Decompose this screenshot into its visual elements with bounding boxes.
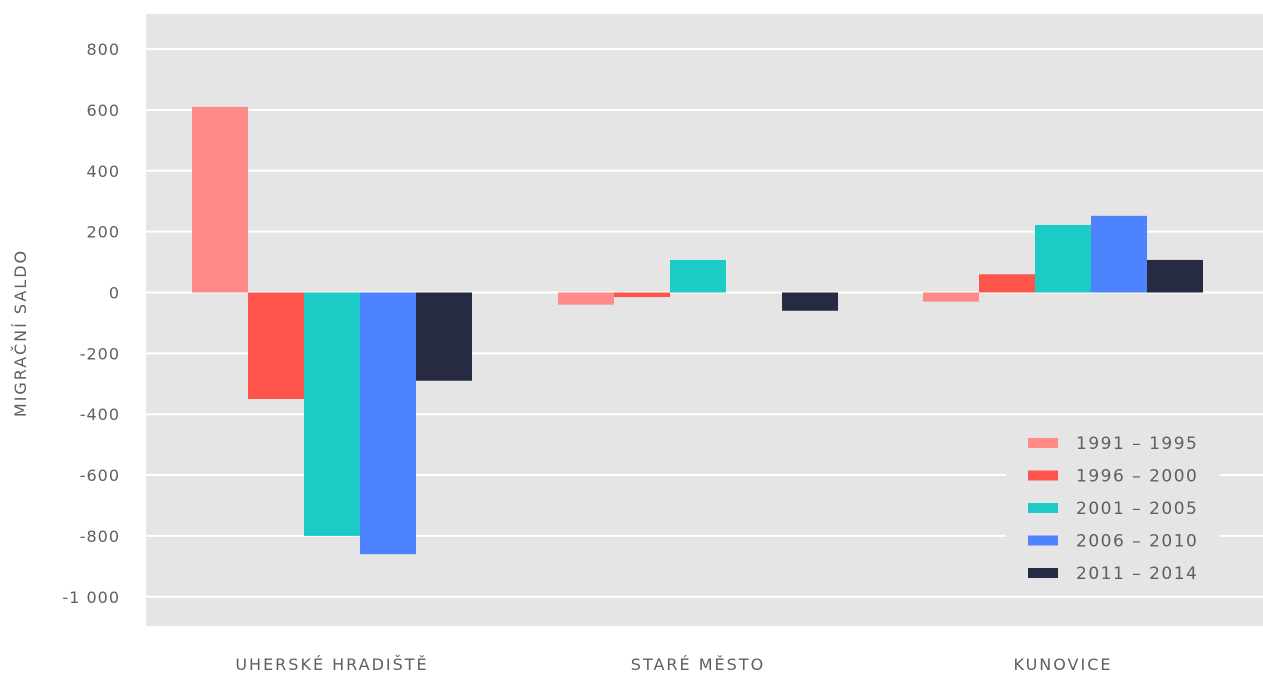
y-tick-label: -1 000 (62, 588, 120, 607)
legend-swatch (1028, 470, 1058, 481)
bar (192, 106, 248, 293)
bar (1147, 259, 1203, 293)
bar (360, 292, 416, 555)
bar (782, 292, 838, 311)
bars (192, 106, 1203, 555)
legend-swatch (1028, 535, 1058, 546)
y-tick-label: -800 (80, 527, 120, 546)
bar (558, 292, 614, 305)
y-tick-label: 200 (86, 223, 120, 242)
legend-swatch (1028, 568, 1058, 578)
y-tick-label: 400 (86, 162, 120, 181)
legend-label: 1996 – 2000 (1076, 467, 1198, 487)
x-axis-categories: UHERSKÉ HRADIŠTĚ STARÉ MĚSTO KUNOVICE (235, 655, 1113, 674)
bar (923, 292, 979, 302)
bar (614, 292, 670, 298)
bar (416, 292, 472, 381)
y-tick-label: -400 (80, 405, 120, 424)
legend-swatch (1028, 503, 1058, 513)
bar (248, 292, 304, 399)
y-tick-label: 600 (86, 101, 120, 120)
bar (304, 292, 360, 536)
y-tick-label: 0 (109, 284, 120, 303)
legend-label: 2006 – 2010 (1076, 532, 1198, 552)
legend-swatch (1028, 438, 1058, 448)
x-category-label: STARÉ MĚSTO (631, 655, 765, 673)
y-axis-title: MIGRAČNÍ SALDO (11, 249, 30, 417)
bar (1091, 215, 1147, 293)
bar (979, 274, 1035, 293)
bar (1035, 224, 1091, 293)
y-tick-label: -200 (80, 344, 120, 363)
y-axis-ticks: 800 600 400 200 0 -200 -400 -600 -800 -1 000 (62, 40, 120, 607)
legend-label: 2001 – 2005 (1076, 499, 1198, 519)
legend: 1991 – 1995 1996 – 2000 2001 – 2005 2006 – … (1006, 420, 1220, 592)
y-tick-label: 800 (86, 40, 120, 59)
bar (670, 259, 726, 293)
y-tick-label: -600 (80, 466, 120, 485)
x-category-label: UHERSKÉ HRADIŠTĚ (235, 655, 428, 673)
legend-label: 1991 – 1995 (1076, 434, 1198, 454)
x-category-label: KUNOVICE (1014, 655, 1113, 673)
legend-label: 2011 – 2014 (1076, 564, 1198, 584)
